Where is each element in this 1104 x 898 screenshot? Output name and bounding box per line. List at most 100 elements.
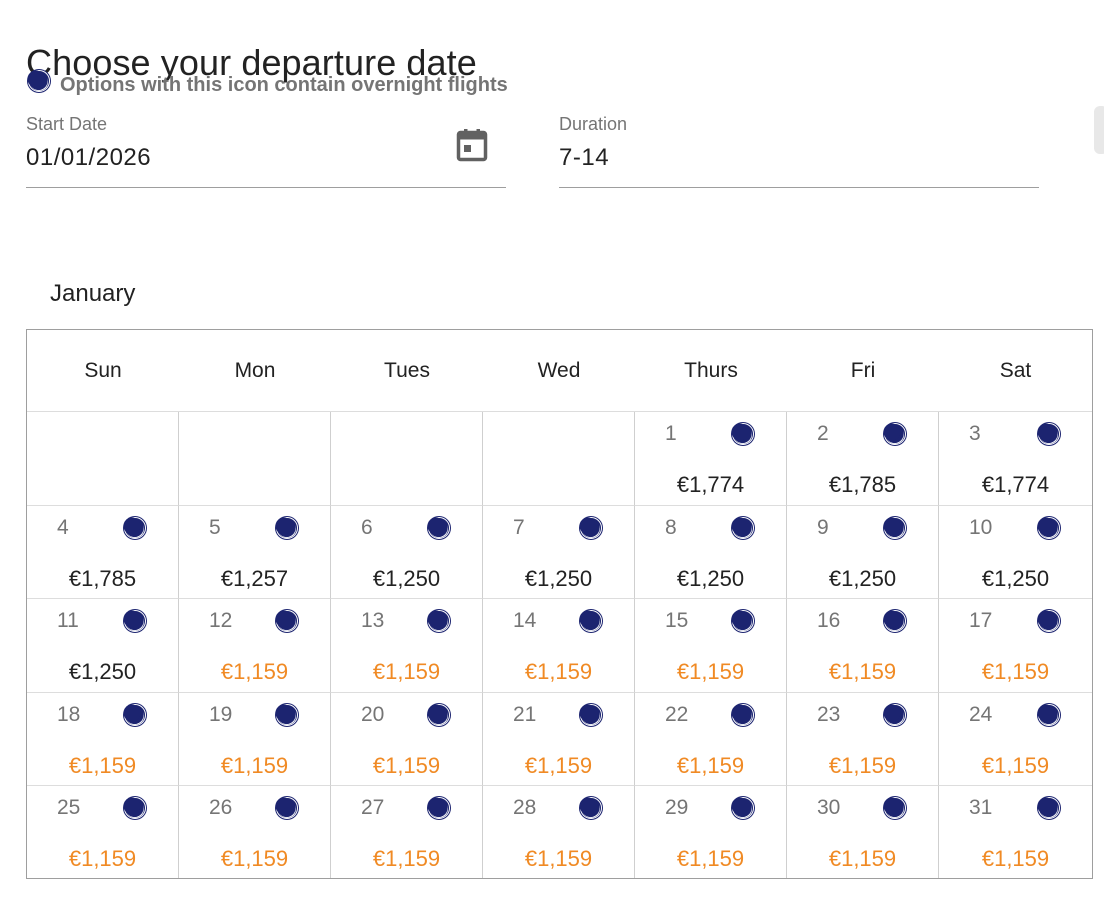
calendar-day-cell[interactable]: 17 €1,159	[939, 599, 1092, 693]
day-price: €1,159	[68, 753, 137, 778]
calendar-day-cell[interactable]: 25 €1,159	[27, 786, 179, 878]
day-number: 18	[57, 703, 81, 726]
weekday-header: Sun	[27, 330, 179, 412]
calendar-day-cell[interactable]: 5 €1,257	[179, 506, 331, 599]
day-price: €1,159	[524, 846, 593, 871]
day-number: 30	[817, 796, 841, 819]
calendar-empty-cell	[483, 412, 635, 506]
weekday-header: Tues	[331, 330, 483, 412]
start-date-value[interactable]: 01/01/2026	[26, 144, 152, 171]
moon-icon	[882, 608, 908, 634]
calendar-day-cell[interactable]: 24 €1,159	[939, 693, 1092, 786]
day-number: 28	[513, 796, 537, 819]
day-price: €1,250	[68, 659, 137, 684]
calendar-day-cell[interactable]: 27 €1,159	[331, 786, 483, 878]
moon-icon	[1036, 515, 1062, 541]
calendar-grid: Sun Mon Tues Wed Thurs Fri Sat 1 €1,774 2 €1,785 3 €…	[26, 329, 1093, 879]
calendar-day-cell[interactable]: 12 €1,159	[179, 599, 331, 693]
day-number: 2	[817, 422, 829, 445]
day-price: €1,159	[372, 846, 441, 871]
calendar-day-cell[interactable]: 20 €1,159	[331, 693, 483, 786]
calendar-day-cell[interactable]: 30 €1,159	[787, 786, 939, 878]
day-number: 16	[817, 609, 841, 632]
day-price: €1,257	[220, 566, 289, 591]
calendar-day-cell[interactable]: 28 €1,159	[483, 786, 635, 878]
calendar-day-cell[interactable]: 23 €1,159	[787, 693, 939, 786]
day-number: 17	[969, 609, 993, 632]
day-price: €1,159	[981, 846, 1050, 871]
calendar-day-cell[interactable]: 15 €1,159	[635, 599, 787, 693]
calendar-day-cell[interactable]: 29 €1,159	[635, 786, 787, 878]
day-price: €1,159	[524, 659, 593, 684]
day-price: €1,159	[68, 846, 137, 871]
calendar-day-cell[interactable]: 9 €1,250	[787, 506, 939, 599]
day-number: 1	[665, 422, 677, 445]
moon-icon	[578, 515, 604, 541]
moon-icon	[274, 795, 300, 821]
duration-value[interactable]: 7-14	[559, 144, 610, 171]
calendar-day-cell[interactable]: 21 €1,159	[483, 693, 635, 786]
day-price: €1,159	[220, 659, 289, 684]
start-date-label: Start Date	[26, 114, 108, 134]
day-number: 25	[57, 796, 81, 819]
calendar-day-cell[interactable]: 6 €1,250	[331, 506, 483, 599]
calendar-day-cell[interactable]: 16 €1,159	[787, 599, 939, 693]
calendar-day-cell[interactable]: 18 €1,159	[27, 693, 179, 786]
day-number: 13	[361, 609, 385, 632]
day-price: €1,159	[372, 659, 441, 684]
moon-icon	[730, 515, 756, 541]
day-price: €1,250	[981, 566, 1050, 591]
month-label: January	[50, 280, 136, 307]
moon-icon	[122, 608, 148, 634]
calendar-day-cell[interactable]: 31 €1,159	[939, 786, 1092, 878]
calendar-day-cell[interactable]: 14 €1,159	[483, 599, 635, 693]
calendar-day-cell[interactable]: 7 €1,250	[483, 506, 635, 599]
calendar-day-cell[interactable]: 8 €1,250	[635, 506, 787, 599]
moon-icon	[1036, 608, 1062, 634]
scroll-handle[interactable]	[1094, 106, 1104, 154]
moon-icon	[882, 421, 908, 447]
duration-field[interactable]: Duration 7-14	[559, 114, 1039, 188]
page-title: Choose your departure date	[26, 42, 477, 84]
calendar-day-cell[interactable]: 13 €1,159	[331, 599, 483, 693]
moon-icon	[882, 795, 908, 821]
moon-icon	[730, 421, 756, 447]
day-number: 3	[969, 422, 981, 445]
day-price: €1,250	[676, 566, 745, 591]
moon-icon	[26, 68, 52, 94]
day-number: 4	[57, 516, 69, 539]
overnight-notice-text: Options with this icon contain overnight…	[60, 73, 508, 96]
calendar-day-cell[interactable]: 11 €1,250	[27, 599, 179, 693]
day-number: 23	[817, 703, 841, 726]
day-price: €1,774	[981, 472, 1050, 497]
calendar-day-cell[interactable]: 2 €1,785	[787, 412, 939, 506]
moon-icon	[426, 702, 452, 728]
day-number: 27	[361, 796, 385, 819]
calendar-day-cell[interactable]: 4 €1,785	[27, 506, 179, 599]
calendar-day-cell[interactable]: 10 €1,250	[939, 506, 1092, 599]
day-price: €1,159	[676, 659, 745, 684]
calendar-empty-cell	[331, 412, 483, 506]
moon-icon	[1036, 702, 1062, 728]
calendar-day-cell[interactable]: 3 €1,774	[939, 412, 1092, 506]
calendar-icon[interactable]	[456, 128, 488, 162]
day-number: 9	[817, 516, 829, 539]
weekday-header: Wed	[483, 330, 635, 412]
day-price: €1,159	[981, 753, 1050, 778]
day-price: €1,250	[524, 566, 593, 591]
moon-icon	[730, 608, 756, 634]
calendar-day-cell[interactable]: 1 €1,774	[635, 412, 787, 506]
day-number: 6	[361, 516, 373, 539]
day-price: €1,159	[828, 753, 897, 778]
day-price: €1,159	[828, 846, 897, 871]
start-date-field[interactable]: Start Date 01/01/2026	[26, 114, 506, 188]
overnight-notice: Options with this icon contain overnight…	[26, 69, 508, 98]
day-price: €1,774	[676, 472, 745, 497]
calendar-day-cell[interactable]: 22 €1,159	[635, 693, 787, 786]
day-price: €1,159	[524, 753, 593, 778]
day-number: 15	[665, 609, 689, 632]
day-number: 29	[665, 796, 689, 819]
calendar-day-cell[interactable]: 19 €1,159	[179, 693, 331, 786]
calendar-day-cell[interactable]: 26 €1,159	[179, 786, 331, 878]
moon-icon	[882, 515, 908, 541]
